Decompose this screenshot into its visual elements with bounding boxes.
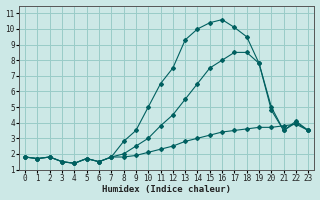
- X-axis label: Humidex (Indice chaleur): Humidex (Indice chaleur): [102, 185, 231, 194]
